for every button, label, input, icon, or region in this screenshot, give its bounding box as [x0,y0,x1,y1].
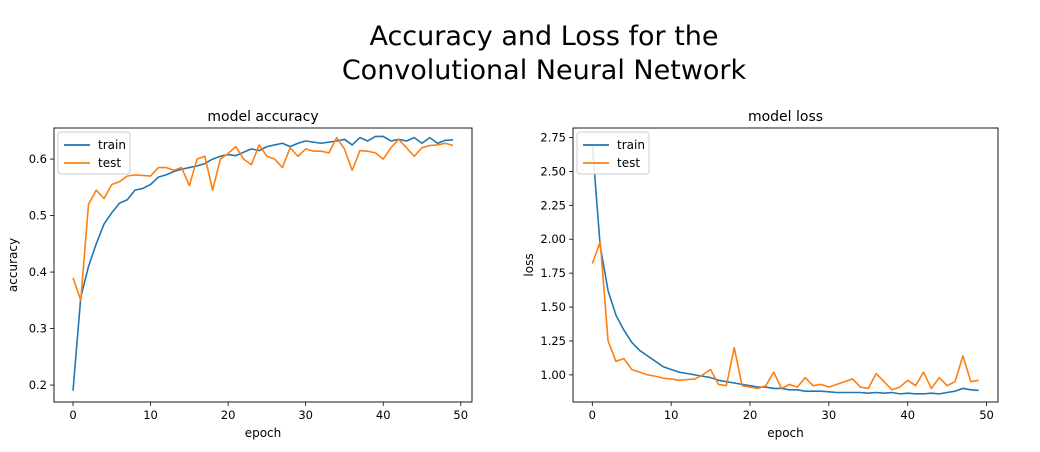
y-tick-label: 2.75 [540,130,566,144]
accuracy-chart: model accuracy 0 10 20 30 40 50 0.2 0.3 0.4 0.5 0.6… [6,109,473,440]
x-tick-label: 10 [664,408,679,422]
y-tick-label: 2.00 [540,232,566,246]
accuracy-train-line [72,135,454,391]
x-tick-label: 0 [589,408,596,422]
chart-title: model accuracy [207,109,318,125]
y-axis-label: loss [522,253,536,276]
y-tick-label: 1.00 [540,368,566,382]
y-tick-label: 1.75 [540,266,566,280]
figure-title-line-2: Convolutional Neural Network [341,55,747,86]
x-axis-label: epoch [245,426,282,440]
legend-label-train: train [98,138,126,152]
y-tick-label: 1.25 [540,334,566,348]
x-tick-label: 20 [221,408,236,422]
y-tick-label: 0.6 [29,152,47,166]
legend-label-test: test [98,156,121,170]
x-tick-label: 20 [743,408,758,422]
y-tick-label: 0.2 [29,378,47,392]
x-axis-label: epoch [767,426,804,440]
x-tick-label: 0 [69,408,76,422]
x-tick-label: 10 [143,408,158,422]
plot-frame [572,127,999,403]
x-tick-label: 30 [822,408,837,422]
x-tick-label: 50 [453,408,468,422]
y-tick-label: 0.5 [29,209,47,223]
x-tick-label: 40 [900,408,915,422]
loss-train-line [591,144,979,395]
y-tick-label: 1.50 [540,300,566,314]
accuracy-test-line [72,136,454,302]
figure-title-line-1: Accuracy and Loss for the [369,21,719,52]
chart-title: model loss [748,109,823,125]
y-tick-label: 2.25 [540,198,566,212]
y-tick-label: 0.3 [29,322,47,336]
y-tick-label: 0.4 [29,265,47,279]
y-axis-label: accuracy [6,238,20,292]
loss-chart: model loss 0 10 20 30 40 50 1.00 1.25 1.50 1.75 2.0… [522,109,999,440]
legend-label-test: test [617,156,640,170]
x-tick-label: 40 [376,408,391,422]
loss-test-line [591,241,979,391]
plot-frame [53,127,473,403]
y-tick-label: 2.50 [540,164,566,178]
legend-label-train: train [617,138,645,152]
x-tick-label: 50 [979,408,994,422]
figure-title: Accuracy and Loss for the Convolutional … [0,20,1040,88]
x-tick-label: 30 [298,408,313,422]
